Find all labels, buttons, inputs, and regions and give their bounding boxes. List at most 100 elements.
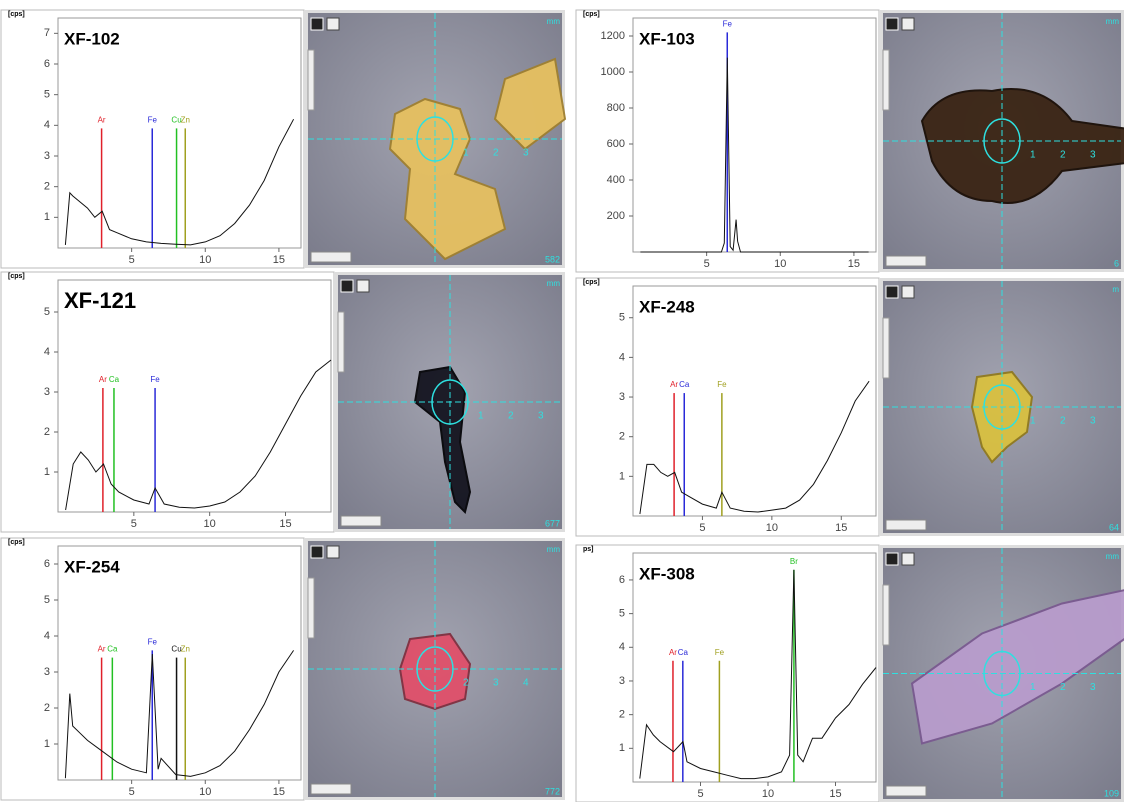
focus-ellipse [983, 118, 1021, 164]
scale-label: 2 [463, 678, 469, 689]
side-slider [882, 49, 890, 111]
y-tick-label: 3 [44, 666, 50, 678]
y-tick-label: 7 [44, 27, 50, 39]
scale-label: 2 [1060, 416, 1066, 427]
x-tick-label: 15 [848, 258, 860, 270]
scale-bar-box [885, 519, 927, 531]
plot-area [57, 279, 332, 513]
x-tick-label: 10 [762, 788, 774, 800]
side-slider [882, 584, 890, 646]
chart-title: XF-102 [64, 29, 120, 48]
y-tick-label: 5 [619, 608, 625, 620]
corner-label: 6 [1114, 258, 1119, 268]
scale-label: 3 [523, 148, 529, 159]
y-tick-label: 1 [44, 466, 50, 478]
scale-label: 1 [1030, 682, 1036, 693]
x-tick-label: 10 [199, 786, 211, 798]
side-slider [882, 317, 890, 379]
element-label: Fe [723, 20, 733, 29]
side-slider [307, 577, 315, 639]
y-tick-label: 1 [619, 742, 625, 754]
focus-ellipse [983, 650, 1021, 697]
scale-label: 2 [508, 411, 514, 422]
scale-label: 3 [538, 411, 544, 422]
scale-label: 1 [463, 148, 469, 159]
corner-label: 677 [545, 518, 560, 528]
element-label: Fe [148, 638, 158, 647]
corner-label: 772 [545, 786, 560, 796]
scale-label: 1 [478, 411, 484, 422]
y-tick-label: 200 [607, 210, 625, 222]
corner-label: 64 [1109, 522, 1119, 532]
x-tick-label: 10 [774, 258, 786, 270]
scale-label: 2 [1060, 682, 1066, 693]
x-tick-label: 15 [273, 786, 285, 798]
y-tick-label: 6 [44, 558, 50, 570]
y-axis-label: [cps] [583, 11, 600, 18]
y-axis-label: [cps] [583, 279, 600, 286]
chart-title: XF-308 [639, 564, 695, 583]
scale-label: 3 [493, 678, 499, 689]
y-tick-label: 1200 [601, 30, 625, 42]
chart-title: XF-254 [64, 557, 120, 576]
y-tick-label: 4 [619, 641, 625, 653]
toolbar-button [885, 552, 899, 566]
element-label: Fe [150, 375, 160, 384]
element-label: Ar [98, 116, 106, 125]
element-label: Cu [171, 116, 181, 125]
y-tick-label: 4 [44, 119, 50, 131]
y-tick-label: 6 [619, 574, 625, 586]
y-axis-label: [cps] [8, 273, 25, 280]
y-tick-label: 2 [44, 702, 50, 714]
y-tick-label: 1 [44, 211, 50, 223]
specimen [910, 589, 1124, 745]
y-tick-label: 3 [619, 675, 625, 687]
spectrum-line [65, 359, 332, 511]
element-label: Ca [678, 648, 689, 657]
spectrum-line [639, 380, 870, 515]
element-label: Fe [715, 648, 725, 657]
y-tick-label: 600 [607, 138, 625, 150]
x-tick-label: 15 [279, 518, 291, 530]
scale-label: 2 [1060, 150, 1066, 161]
element-label: Ar [99, 375, 107, 384]
side-slider [337, 311, 345, 373]
scale-label: 3 [1090, 682, 1096, 693]
plot-area [57, 545, 302, 781]
x-tick-label: 15 [835, 522, 847, 534]
scale-bar-box [885, 785, 927, 797]
y-tick-label: 5 [44, 594, 50, 606]
scale-label: 1 [1030, 416, 1036, 427]
plot-area [632, 17, 877, 253]
spectrum-line [639, 569, 877, 780]
chart-title: XF-121 [64, 288, 136, 313]
unit-label: mm [1106, 17, 1120, 26]
y-axis-label: [cps] [8, 539, 25, 546]
x-tick-label: 5 [697, 788, 703, 800]
element-label: Fe [148, 116, 158, 125]
element-label: Ca [107, 645, 118, 654]
corner-label: 582 [545, 254, 560, 264]
scale-bar-box [310, 783, 352, 795]
y-tick-label: 2 [619, 709, 625, 721]
y-tick-label: 5 [44, 306, 50, 318]
y-tick-label: 3 [44, 150, 50, 162]
spectrum-line [64, 118, 295, 246]
y-tick-label: 3 [619, 391, 625, 403]
toolbar-button [326, 17, 340, 31]
y-axis-label: [cps] [8, 11, 25, 18]
toolbar-button [885, 285, 899, 299]
toolbar-button [310, 545, 324, 559]
toolbar-button [885, 17, 899, 31]
element-label: Ca [679, 380, 690, 389]
focus-ellipse [431, 379, 469, 425]
element-label: Ca [109, 375, 120, 384]
scale-label: 3 [1090, 150, 1096, 161]
scale-bar-box [310, 251, 352, 263]
panel: [cps] XF-248 1 2 3 4 5 5 10 15 Ar Ca Fe 1 2 3 m 64 [575, 277, 1124, 537]
panel: [cps] XF-121 1 2 3 4 5 5 10 15 Ar Ca Fe 1 2 3 mm 677 [0, 271, 565, 533]
unit-label: mm [547, 545, 561, 554]
x-tick-label: 10 [199, 254, 211, 266]
element-label: Fe [717, 380, 727, 389]
